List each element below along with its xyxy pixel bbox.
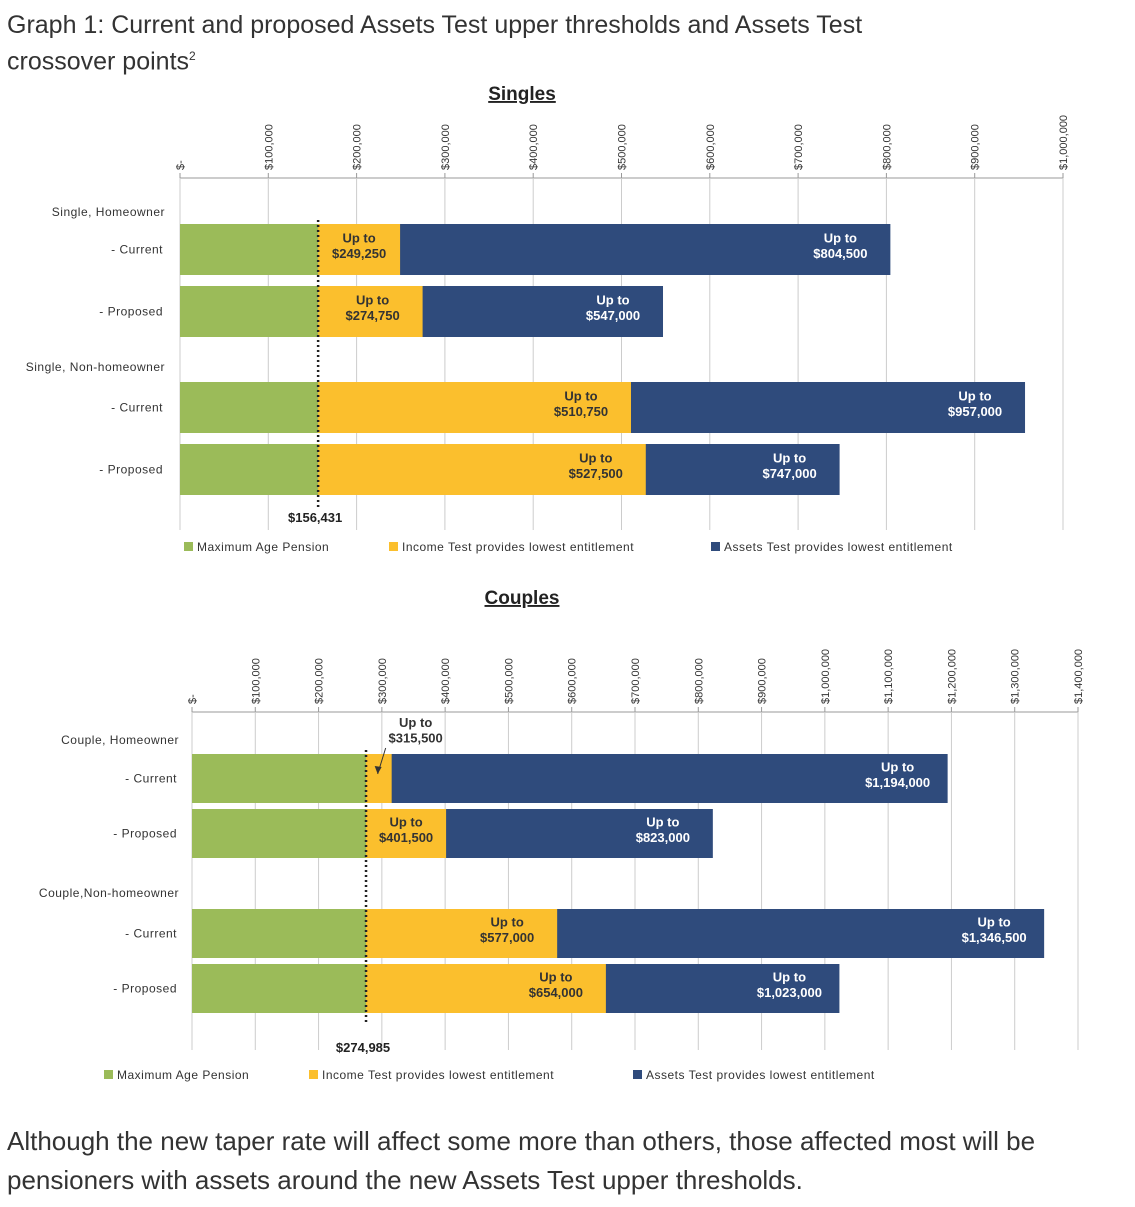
legend-label: Assets Test provides lowest entitlement <box>646 1068 875 1082</box>
x-tick-label: $700,000 <box>630 658 642 704</box>
title-text: Graph 1: Current and proposed Assets Tes… <box>7 11 863 76</box>
x-tick-label: $100,000 <box>263 124 275 170</box>
bar <box>180 286 319 337</box>
value-label: Up to $804,500 <box>813 230 867 261</box>
value-label: Up to $315,500 <box>389 715 443 746</box>
category-label: - Proposed <box>113 827 177 841</box>
x-tick-label: $500,000 <box>617 124 629 170</box>
x-tick-label: $1,100,000 <box>883 649 895 704</box>
value-label: Up to $1,023,000 <box>757 969 822 1000</box>
value-label: Up to $401,500 <box>379 814 433 845</box>
category-label: - Proposed <box>113 982 177 996</box>
value-label: Up to $274,750 <box>345 292 399 323</box>
x-tick-label: $1,400,000 <box>1073 649 1085 704</box>
bar <box>192 809 367 858</box>
value-label: Up to $510,750 <box>554 388 608 419</box>
category-label: - Current <box>111 243 163 257</box>
x-tick-label: $100,000 <box>250 658 262 704</box>
x-tick-label: $- <box>187 694 199 704</box>
category-label: - Current <box>125 772 177 786</box>
value-label: Up to $747,000 <box>762 450 816 481</box>
legend-label: Income Test provides lowest entitlement <box>322 1068 554 1082</box>
legend-swatch <box>309 1070 318 1079</box>
value-label: Up to $249,250 <box>332 230 386 261</box>
bar <box>180 224 319 275</box>
value-label: Up to $823,000 <box>636 814 690 845</box>
chart-title: Couples <box>485 588 560 609</box>
category-label: - Current <box>125 927 177 941</box>
bar <box>192 964 367 1013</box>
x-tick-label: $400,000 <box>440 658 452 704</box>
x-tick-label: $- <box>175 160 187 170</box>
x-tick-label: $700,000 <box>793 124 805 170</box>
value-label: Up to $577,000 <box>480 914 534 945</box>
label-arrowhead <box>374 766 382 774</box>
x-tick-label: $800,000 <box>693 658 705 704</box>
group-label: Single, Homeowner <box>52 205 165 219</box>
value-label: Up to $654,000 <box>529 969 583 1000</box>
title-footnote: 2 <box>189 49 196 63</box>
category-label: - Proposed <box>99 305 163 319</box>
group-label: Couple, Homeowner <box>61 733 179 747</box>
x-tick-label: $400,000 <box>528 124 540 170</box>
x-tick-label: $900,000 <box>970 124 982 170</box>
legend-label: Income Test provides lowest entitlement <box>402 540 634 554</box>
legend-label: Maximum Age Pension <box>197 540 329 554</box>
graph-title: Graph 1: Current and proposed Assets Tes… <box>7 10 967 77</box>
x-tick-label: $300,000 <box>377 658 389 704</box>
value-label: Up to $1,346,500 <box>962 914 1027 945</box>
x-tick-label: $1,200,000 <box>946 649 958 704</box>
group-label: Couple,Non-homeowner <box>39 886 179 900</box>
category-label: - Current <box>111 401 163 415</box>
x-tick-label: $900,000 <box>757 658 769 704</box>
value-label: Up to $1,194,000 <box>865 759 930 790</box>
x-tick-label: $800,000 <box>881 124 893 170</box>
chart-title: Singles <box>488 84 556 105</box>
charts: Singles $- $100,000 $200,000 $300,000 $400,00… <box>26 84 1085 1082</box>
legend-swatch <box>711 542 720 551</box>
legend-swatch <box>184 542 193 551</box>
legend-swatch <box>633 1070 642 1079</box>
legend-label: Maximum Age Pension <box>117 1068 249 1082</box>
crossover-label: $274,985 <box>336 1040 390 1055</box>
paragraph: Although the new taper rate will affect … <box>7 1126 1036 1195</box>
group-label: Single, Non-homeowner <box>26 360 165 374</box>
value-label: Up to $957,000 <box>948 388 1002 419</box>
x-tick-label: $300,000 <box>440 124 452 170</box>
x-tick-label: $200,000 <box>314 658 326 704</box>
bar <box>192 754 367 803</box>
bar <box>192 909 367 958</box>
x-tick-label: $1,300,000 <box>1010 649 1022 704</box>
x-tick-label: $1,000,000 <box>1058 115 1070 170</box>
bar <box>180 444 319 495</box>
x-tick-label: $600,000 <box>705 124 717 170</box>
legend-label: Assets Test provides lowest entitlement <box>724 540 953 554</box>
x-tick-label: $1,000,000 <box>820 649 832 704</box>
legend-swatch <box>104 1070 113 1079</box>
value-label: Up to $547,000 <box>586 292 640 323</box>
bar <box>180 382 319 433</box>
x-tick-label: $500,000 <box>503 658 515 704</box>
x-tick-label: $600,000 <box>567 658 579 704</box>
crossover-label: $156,431 <box>288 510 342 525</box>
category-label: - Proposed <box>99 463 163 477</box>
legend-swatch <box>389 542 398 551</box>
value-label: Up to $527,500 <box>569 450 623 481</box>
x-tick-label: $200,000 <box>352 124 364 170</box>
